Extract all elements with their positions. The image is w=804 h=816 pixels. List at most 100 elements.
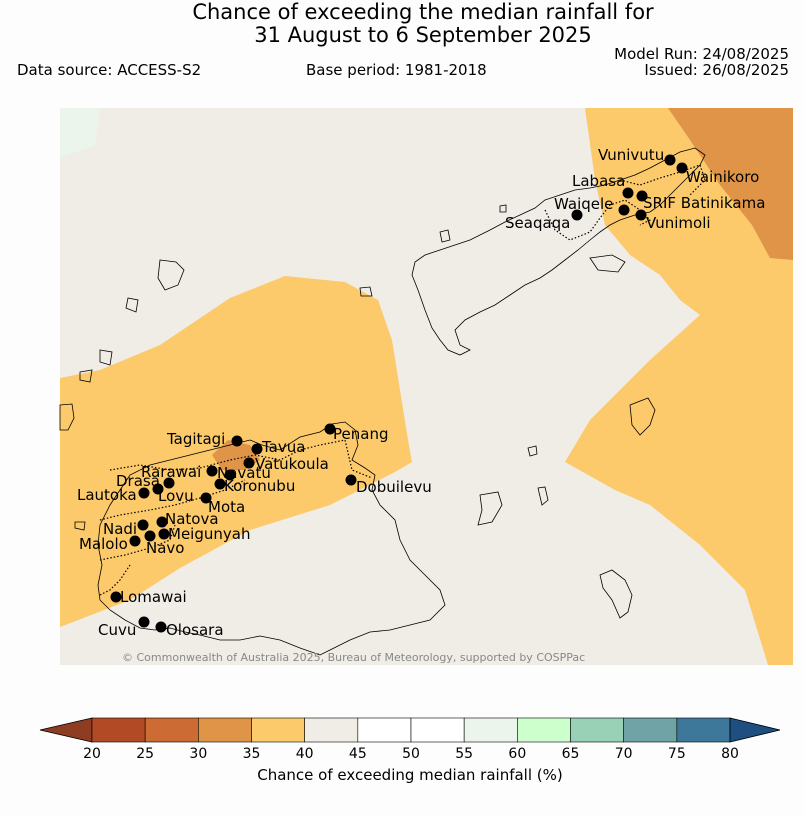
- place-label: Rarawai: [141, 463, 201, 481]
- east-dark-orange-region: [668, 108, 793, 260]
- place-marker-dot: [243, 457, 255, 469]
- place-tavua: Tavua: [251, 438, 305, 456]
- colorbar-cell: [463, 717, 518, 743]
- place-label: Lomawai: [120, 588, 187, 606]
- colorbar-cell: [198, 717, 252, 743]
- place-label: Cuvu: [98, 621, 136, 639]
- place-label: Tagitagi: [166, 430, 225, 448]
- place-natova: Natova: [156, 510, 219, 528]
- place-marker-dot: [138, 487, 150, 499]
- colorbar-cell: [357, 717, 412, 743]
- place-label: Drasa: [116, 472, 160, 490]
- map-fill-regions: [60, 108, 793, 665]
- place-marker-dot: [138, 616, 150, 628]
- place-label: Navo: [146, 539, 184, 557]
- place-marker-dot: [251, 443, 263, 455]
- place-labasa: Labasa: [572, 172, 634, 199]
- colorbar-tick-label: 75: [668, 746, 686, 760]
- place-vunimoli: Vunimoli: [635, 209, 711, 232]
- place-nadi: Nadi: [103, 519, 149, 538]
- colorbar-tick-label: 70: [615, 746, 633, 760]
- place-marker-dot: [200, 492, 212, 504]
- model-run-label: Model Run: 24/08/2025: [614, 45, 789, 63]
- place-cuvu: Cuvu: [98, 616, 150, 639]
- place-label: Natova: [165, 510, 219, 528]
- place-marker-dot: [155, 621, 167, 633]
- place-label: Navatu: [217, 464, 271, 482]
- colorbar-label: Chance of exceeding median rainfall (%): [257, 766, 563, 784]
- place-label: Waiqele: [554, 195, 613, 213]
- colorbar-tick-label: 65: [562, 746, 580, 760]
- place-label: Olosara: [166, 621, 224, 639]
- place-label: Penang: [333, 425, 388, 443]
- place-marker-dot: [214, 478, 226, 490]
- place-mota: Mota: [200, 492, 245, 516]
- base-period-label: Base period: 1981-2018: [306, 61, 487, 79]
- place-label: Seaqaqa: [505, 214, 570, 232]
- colorbar-over-arrow: [729, 717, 781, 743]
- green-region: [60, 108, 100, 158]
- place-lovu: Lovu: [152, 483, 194, 505]
- data-source-label: Data source: ACCESS-S2: [17, 61, 202, 79]
- place-label: Lovu: [158, 487, 194, 505]
- colorbar-cell: [410, 717, 465, 743]
- place-koronubu: Koronubu: [214, 477, 295, 495]
- place-wainikoro: Wainikoro: [676, 162, 759, 186]
- place-label: Meigunyah: [168, 525, 250, 543]
- colorbar-tick-label: 60: [508, 746, 526, 760]
- place-meigunyah: Meigunyah: [158, 525, 250, 543]
- colorbar-tick-label: 25: [136, 746, 154, 760]
- place-seaqaqa: Seaqaqa: [505, 209, 583, 232]
- colorbar-tick-label: 20: [83, 746, 101, 760]
- colorbar-cells: [39, 717, 781, 743]
- place-marker-dot: [152, 483, 164, 495]
- place-tagitagi: Tagitagi: [166, 430, 243, 448]
- place-dobuilevu: Dobuilevu: [345, 474, 432, 496]
- place-waiqele: Waiqele: [554, 195, 630, 216]
- copyright-notice: © Commonwealth of Australia 2025, Bureau…: [122, 651, 585, 664]
- place-label: Wainikoro: [686, 168, 759, 186]
- colorbar-cell: [570, 717, 624, 743]
- place-vatukoula: Vatukoula: [243, 455, 329, 473]
- place-marker-dot: [231, 435, 243, 447]
- colorbar-cell: [144, 717, 199, 743]
- place-label: Koronubu: [224, 477, 295, 495]
- place-marker-dot: [110, 591, 122, 603]
- place-marker-dot: [636, 190, 648, 202]
- map-title-line-2: 31 August to 6 September 2025: [254, 23, 592, 47]
- east-orange-region: [565, 108, 793, 665]
- place-marker-dot: [622, 187, 634, 199]
- place-srif-batinikama: SRIF Batinikama: [636, 190, 765, 212]
- place-marker-dot: [137, 519, 149, 531]
- colorbar-cell: [517, 717, 571, 743]
- place-marker-dot: [618, 204, 630, 216]
- place-lautoka: Lautoka: [77, 486, 150, 504]
- colorbar-tick-label: 30: [189, 746, 207, 760]
- place-marker-dot: [129, 535, 141, 547]
- colorbar: 20 25 30 35 40 45 50 55 60 65 70 75 80: [39, 717, 781, 760]
- place-marker-dot: [156, 516, 168, 528]
- place-marker-dot: [144, 530, 156, 542]
- place-navatu: Navatu: [217, 464, 271, 482]
- place-marker-dot: [664, 154, 676, 166]
- colorbar-tick-label: 35: [243, 746, 261, 760]
- colorbar-tick-label: 50: [402, 746, 420, 760]
- colorbar-cell: [676, 717, 731, 743]
- place-marker-dot: [635, 209, 647, 221]
- map-title-line-1: Chance of exceeding the median rainfall …: [192, 0, 654, 24]
- issued-label: Issued: 26/08/2025: [644, 61, 789, 79]
- place-label: Nadi: [103, 520, 137, 538]
- colorbar-tick-label: 80: [721, 746, 739, 760]
- place-label: Tavua: [261, 438, 305, 456]
- place-drasa: Drasa: [116, 472, 175, 490]
- place-penang: Penang: [324, 423, 388, 443]
- place-marker-dot: [163, 477, 175, 489]
- region-boundaries: [99, 164, 706, 596]
- colorbar-cell: [91, 717, 146, 743]
- place-label: Mota: [208, 498, 245, 516]
- colorbar-tick-label: 40: [296, 746, 314, 760]
- rainfall-map: © Commonwealth of Australia 2025, Bureau…: [59, 108, 793, 665]
- colorbar-ticks: 20 25 30 35 40 45 50 55 60 65 70 75 80: [83, 746, 739, 760]
- colorbar-cell: [304, 717, 359, 743]
- place-marker-dot: [206, 465, 218, 477]
